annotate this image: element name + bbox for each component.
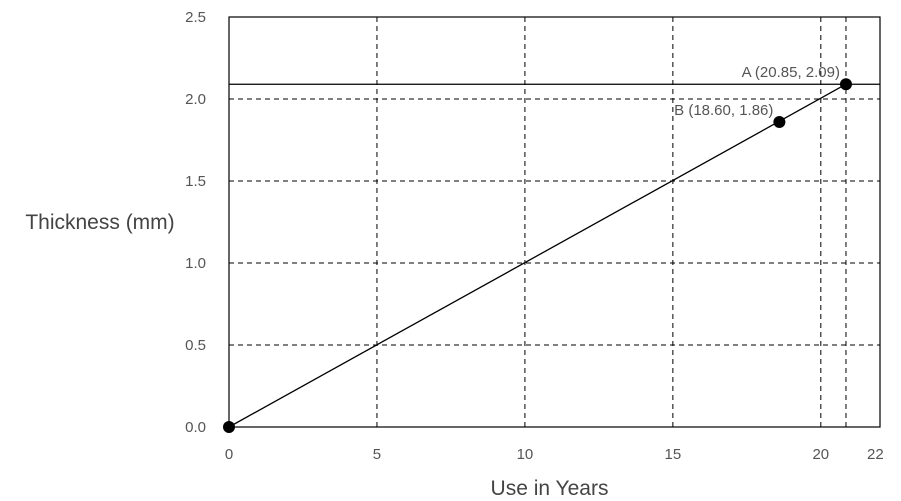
- point-label: B (18.60, 1.86): [674, 102, 773, 119]
- x-tick-label: 20: [812, 446, 829, 463]
- data-point: [773, 115, 786, 128]
- data-point: [223, 421, 235, 433]
- point-labels: B (18.60, 1.86) A (20.85, 2.09): [674, 64, 840, 119]
- y-tick-label: 1.5: [185, 173, 206, 190]
- x-tick-label: 5: [373, 446, 381, 463]
- data-point: [839, 78, 852, 91]
- y-tick-label: 1.0: [185, 255, 206, 272]
- trend-line: [228, 83, 847, 428]
- x-tick-label: 15: [665, 446, 682, 463]
- grid: [229, 17, 880, 427]
- x-axis-title: Use in Years: [491, 477, 609, 500]
- trend-line-layer: [228, 83, 847, 428]
- point-label: A (20.85, 2.09): [742, 64, 840, 81]
- y-axis-title: Thickness (mm): [25, 211, 174, 234]
- y-tick-labels: 0.0 0.5 1.0 1.5 2.0 2.5: [185, 9, 206, 436]
- x-tick-labels: 0 5 10 15 20 22: [225, 446, 884, 463]
- data-points: [223, 78, 852, 433]
- x-tick-label: 22: [867, 446, 884, 463]
- y-tick-label: 2.5: [185, 9, 206, 26]
- x-tick-label: 0: [225, 446, 233, 463]
- y-tick-label: 0.5: [185, 337, 206, 354]
- y-tick-label: 0.0: [185, 419, 206, 436]
- x-tick-label: 10: [517, 446, 534, 463]
- plot-area-frame: [228, 16, 881, 428]
- y-tick-label: 2.0: [185, 91, 206, 108]
